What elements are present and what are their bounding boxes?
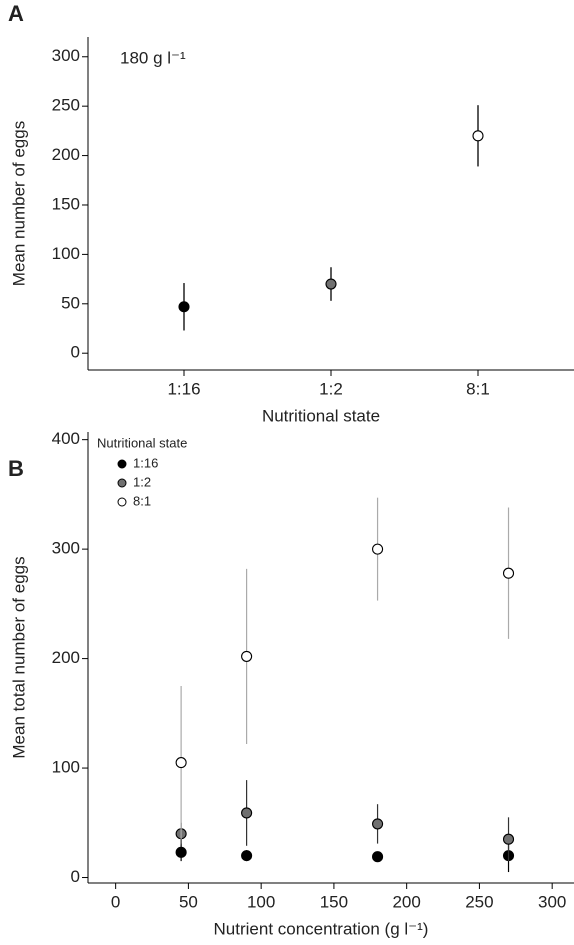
x-axis-label: Nutrient concentration (g l⁻¹) xyxy=(214,919,429,938)
x-tick-label: 150 xyxy=(320,892,348,911)
y-tick-label: 100 xyxy=(52,244,80,263)
y-axis-label: Mean number of eggs xyxy=(9,121,28,286)
y-tick-label: 250 xyxy=(52,96,80,115)
data-point xyxy=(502,567,515,579)
x-tick-label: 200 xyxy=(392,892,420,911)
y-tick-label: 400 xyxy=(52,429,80,448)
data-point xyxy=(502,833,515,845)
data-point xyxy=(175,757,187,769)
data-point xyxy=(241,807,253,819)
y-tick-label: 300 xyxy=(52,539,80,558)
legend-marker xyxy=(117,459,127,469)
data-point xyxy=(175,846,187,858)
data-point xyxy=(241,850,253,862)
y-tick-label: 150 xyxy=(52,194,80,213)
data-point xyxy=(241,650,253,662)
x-tick-label: 300 xyxy=(538,892,566,911)
x-tick-label: 250 xyxy=(465,892,493,911)
y-tick-label: 0 xyxy=(71,343,80,362)
x-tick-label: 1:2 xyxy=(319,379,343,398)
y-tick-label: 50 xyxy=(61,293,80,312)
legend-label: 8:1 xyxy=(133,493,151,508)
legend-label: 1:2 xyxy=(133,474,151,489)
legend-label: 1:16 xyxy=(133,455,158,470)
y-axis-label: Mean total number of eggs xyxy=(9,556,28,758)
y-tick-label: 100 xyxy=(52,758,80,777)
legend-marker xyxy=(117,497,127,507)
x-tick-label: 1:16 xyxy=(167,379,200,398)
x-tick-label: 100 xyxy=(247,892,275,911)
y-tick-label: 0 xyxy=(71,867,80,886)
data-point xyxy=(325,278,337,290)
data-point xyxy=(372,851,384,863)
annotation: 180 g l⁻¹ xyxy=(120,48,186,67)
panel-label: B xyxy=(8,456,24,481)
x-axis-label: Nutritional state xyxy=(262,406,380,425)
x-tick-label: 0 xyxy=(111,892,120,911)
y-tick-label: 300 xyxy=(52,46,80,65)
panel-label: A xyxy=(8,1,24,26)
data-point xyxy=(372,818,384,830)
x-tick-label: 50 xyxy=(179,892,198,911)
data-point xyxy=(372,543,384,555)
data-point xyxy=(472,130,484,142)
x-tick-label: 8:1 xyxy=(466,379,490,398)
y-tick-label: 200 xyxy=(52,145,80,164)
legend-title: Nutritional state xyxy=(97,435,187,450)
data-point xyxy=(178,301,190,313)
legend-marker xyxy=(117,478,127,488)
y-tick-label: 200 xyxy=(52,648,80,667)
